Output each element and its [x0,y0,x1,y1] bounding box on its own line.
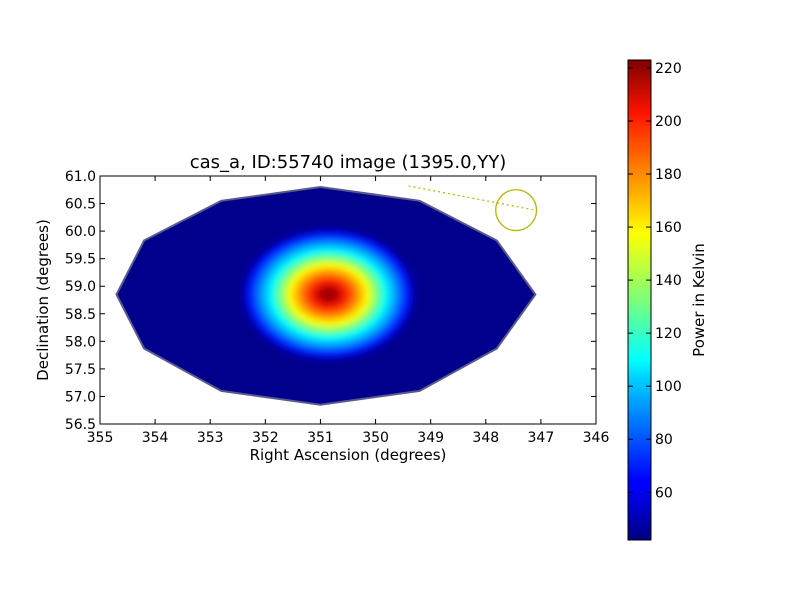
x-tick-label: 347 [528,430,555,446]
colorbar-tick-label: 140 [655,273,682,289]
colorbar-tick-label: 80 [655,432,673,448]
annotation-circle [495,189,538,232]
colorbar-tick-label: 60 [655,485,673,501]
y-axis: 56.5 57.0 57.5 58.0 58.5 59.0 59.5 60.0 60.5 61.0 [65,169,596,433]
y-tick-label: 56.5 [65,417,96,433]
y-tick-label: 61.0 [65,169,96,185]
y-axis-label: Declination (degrees) [34,219,52,381]
y-tick-label: 57.5 [65,362,96,378]
x-tick-label: 354 [142,430,169,446]
x-tick-label: 350 [362,430,389,446]
annotation-line [408,185,536,211]
chart-title: cas_a, ID:55740 image (1395.0,YY) [190,152,507,173]
colorbar [627,59,652,541]
y-tick-label: 58.5 [65,307,96,323]
colorbar-tick-label: 200 [655,114,682,130]
colorbar-tick-label: 160 [655,220,682,236]
colorbar-tick-label: 120 [655,326,682,342]
colorbar-label: Power in Kelvin [690,243,708,357]
x-tick-label: 355 [87,430,114,446]
x-tick-label: 353 [197,430,224,446]
x-axis-label: Right Ascension (degrees) [250,446,447,464]
y-tick-label: 58.0 [65,334,96,350]
x-tick-label: 352 [252,430,279,446]
y-tick-label: 60.5 [65,197,96,213]
plot-frame [99,175,597,425]
x-axis: 355 354 353 352 351 350 349 348 347 346 [87,176,610,446]
x-tick-label: 346 [583,430,610,446]
y-tick-label: 57.0 [65,389,96,405]
source-blob [236,224,421,365]
y-tick-label: 60.0 [65,224,96,240]
colorbar-axis: 60 80 100 120 140 160 180 200 220 [628,61,682,501]
colorbar-tick-label: 100 [655,379,682,395]
y-tick-label: 59.5 [65,252,96,268]
y-tick-label: 59.0 [65,279,96,295]
plot-area [100,176,596,424]
colorbar-tick-label: 180 [655,167,682,183]
x-tick-label: 349 [417,430,444,446]
x-tick-label: 351 [307,430,334,446]
colorbar-tick-label: 220 [655,61,682,77]
x-tick-label: 348 [472,430,499,446]
